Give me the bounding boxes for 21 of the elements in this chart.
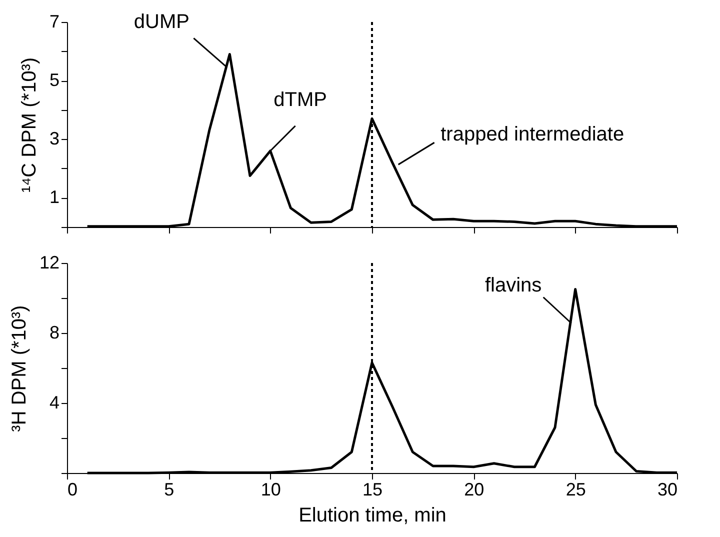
annotation: trapped intermediate — [440, 124, 624, 146]
x-axis-title: Elution time, min — [298, 504, 446, 526]
y-tick-label: 1 — [49, 187, 60, 208]
x-tick-label: 0 — [68, 480, 78, 500]
y-tick-label: 8 — [49, 322, 60, 342]
y-axis-title: ¹⁴C DPM (*10³) — [18, 57, 40, 193]
y-tick-label: 12 — [39, 252, 60, 272]
x-tick-label: 5 — [164, 480, 174, 500]
y-tick-label: 4 — [49, 392, 60, 412]
x-tick-label: 25 — [566, 480, 586, 500]
annotation: dUMP — [134, 11, 190, 34]
y-tick-label: 7 — [49, 12, 60, 32]
x-tick-label: 15 — [362, 480, 383, 500]
annotation: flavins — [484, 274, 542, 296]
x-tick-label: 30 — [657, 480, 678, 500]
x-tick-label: 20 — [464, 480, 484, 500]
y-axis-title: ³H DPM (*10³) — [8, 305, 30, 432]
y-tick-label: 3 — [49, 128, 60, 149]
x-tick-label: 10 — [260, 480, 281, 500]
y-tick-label: 5 — [49, 70, 60, 90]
annotation: dTMP — [274, 88, 328, 111]
